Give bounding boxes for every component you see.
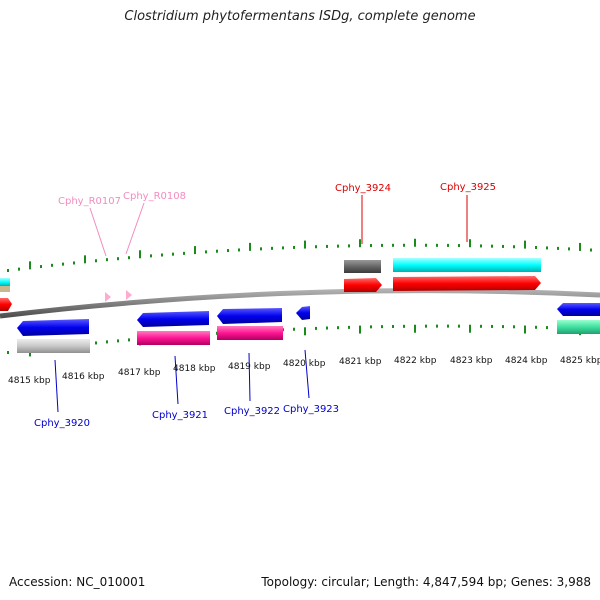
rna-feature-r0108[interactable] (126, 290, 132, 300)
gene-label-r0108[interactable]: Cphy_R0108 (123, 191, 186, 202)
gene-label-r0107[interactable]: Cphy_R0107 (58, 196, 121, 207)
label-line-r0108 (125, 202, 145, 255)
label-line-3923 (304, 349, 310, 399)
gene-label-3922[interactable]: Cphy_3922 (224, 406, 280, 417)
gene-label-3925[interactable]: Cphy_3925 (440, 182, 496, 193)
gene-feature-right-teal[interactable] (557, 320, 600, 334)
label-line-3921 (174, 355, 179, 405)
gene-feature-3921[interactable] (137, 311, 209, 327)
scale-label: 4825 kbp (560, 356, 600, 366)
tick-row-top (7, 238, 592, 272)
gene-feature-3922[interactable] (217, 308, 282, 324)
scale-label: 4823 kbp (450, 356, 493, 366)
gene-feature-3923[interactable] (296, 306, 310, 320)
gene-feature-3925-cyan[interactable] (393, 258, 541, 272)
map-title: Clostridium phytofermentans ISDg, comple… (124, 9, 476, 24)
gene-feature-3924-gray[interactable] (344, 260, 381, 273)
scale-label: 4820 kbp (283, 359, 326, 369)
gene-label-3920[interactable]: Cphy_3920 (34, 418, 90, 429)
gene-feature-3925[interactable] (393, 276, 541, 291)
topology-label: Topology: circular; Length: 4,847,594 bp… (261, 575, 591, 589)
gene-feature-3920[interactable] (17, 319, 89, 336)
scale-label: 4822 kbp (394, 356, 437, 366)
gene-left-edge-cyan[interactable] (0, 278, 10, 286)
gene-feature-3920-gray[interactable] (17, 339, 90, 353)
scale-label: 4819 kbp (228, 362, 271, 372)
scale-label: 4818 kbp (173, 364, 216, 374)
accession-label: Accession: NC_010001 (9, 575, 146, 589)
scale-label: 4816 kbp (62, 372, 105, 382)
label-line-3920 (54, 359, 59, 413)
label-line-3922 (248, 352, 251, 402)
scale-label: 4815 kbp (8, 376, 51, 386)
rna-feature-r0107[interactable] (105, 292, 111, 302)
scale-label: 4821 kbp (339, 357, 382, 367)
scale-label: 4824 kbp (505, 356, 548, 366)
gene-label-3921[interactable]: Cphy_3921 (152, 410, 208, 421)
gene-feature-3921-magenta[interactable] (137, 331, 210, 345)
gene-feature-right-blue[interactable] (557, 303, 600, 316)
scale-label: 4817 kbp (118, 368, 161, 378)
gene-label-3924[interactable]: Cphy_3924 (335, 183, 391, 194)
label-line-r0107 (89, 207, 107, 257)
gene-feature-3924[interactable] (344, 278, 382, 292)
gene-label-3923[interactable]: Cphy_3923 (283, 404, 339, 415)
genome-backbone (0, 288, 600, 319)
gene-left-edge-red[interactable] (0, 298, 12, 311)
gene-feature-3922-magenta[interactable] (217, 326, 283, 340)
gene-left-edge-tan[interactable] (0, 286, 10, 292)
tick-row-bottom (7, 324, 592, 357)
